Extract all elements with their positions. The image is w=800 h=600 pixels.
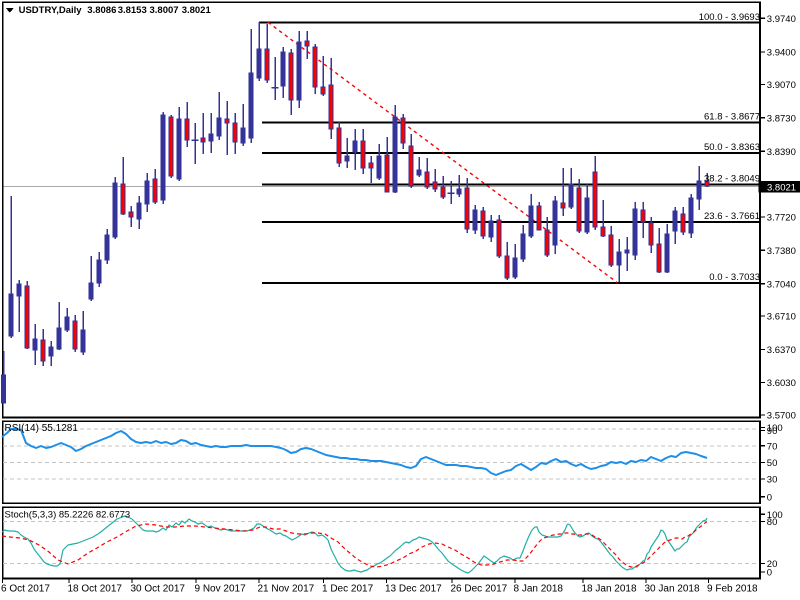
- svg-text:8 Jan 2018: 8 Jan 2018: [514, 584, 564, 595]
- svg-text:3.7720: 3.7720: [767, 213, 796, 224]
- svg-text:38.2 - 3.8049: 38.2 - 3.8049: [704, 174, 760, 185]
- svg-text:100: 100: [767, 510, 783, 521]
- svg-text:3.8390: 3.8390: [767, 147, 796, 158]
- svg-text:3.9740: 3.9740: [767, 14, 796, 25]
- svg-text:3.6710: 3.6710: [767, 312, 796, 323]
- svg-text:100: 100: [767, 423, 783, 434]
- svg-text:90: 90: [767, 426, 778, 437]
- svg-text:18 Oct 2017: 18 Oct 2017: [68, 584, 123, 595]
- svg-text:3.6030: 3.6030: [767, 378, 796, 389]
- svg-text:Stoch(5,3,3) 85.2226 82.6773: Stoch(5,3,3) 85.2226 82.6773: [5, 510, 131, 521]
- svg-text:3.8021: 3.8021: [182, 5, 212, 16]
- svg-text:80: 80: [767, 517, 778, 528]
- svg-text:3.6370: 3.6370: [767, 345, 796, 356]
- svg-text:RSI(14) 55.1281: RSI(14) 55.1281: [5, 423, 79, 434]
- svg-text:26 Dec 2017: 26 Dec 2017: [451, 584, 508, 595]
- svg-text:30 Jan 2018: 30 Jan 2018: [645, 584, 700, 595]
- svg-text:3.7040: 3.7040: [767, 279, 796, 290]
- svg-text:3.9400: 3.9400: [767, 48, 796, 59]
- svg-text:30 Oct 2017: 30 Oct 2017: [131, 584, 186, 595]
- svg-text:50.0 - 3.8363: 50.0 - 3.8363: [704, 142, 760, 153]
- svg-text:18 Jan 2018: 18 Jan 2018: [582, 584, 637, 595]
- svg-text:9 Nov 2017: 9 Nov 2017: [195, 584, 247, 595]
- svg-text:9 Feb 2018: 9 Feb 2018: [707, 584, 758, 595]
- svg-text:USDTRY,Daily: USDTRY,Daily: [19, 5, 83, 16]
- svg-text:30: 30: [767, 475, 778, 486]
- svg-text:3.8007: 3.8007: [150, 5, 179, 16]
- svg-text:23.6 - 3.7661: 23.6 - 3.7661: [704, 211, 760, 222]
- svg-text:3.7380: 3.7380: [767, 246, 796, 257]
- svg-text:3.8730: 3.8730: [767, 113, 796, 124]
- svg-text:3.8021: 3.8021: [767, 182, 796, 193]
- svg-text:0: 0: [767, 492, 772, 503]
- svg-text:0.0 - 3.7033: 0.0 - 3.7033: [709, 272, 760, 283]
- svg-text:70: 70: [767, 441, 778, 452]
- svg-text:3.9070: 3.9070: [767, 80, 796, 91]
- svg-text:13 Dec 2017: 13 Dec 2017: [385, 584, 442, 595]
- svg-text:21 Nov 2017: 21 Nov 2017: [258, 584, 315, 595]
- svg-text:3.8086: 3.8086: [87, 5, 116, 16]
- svg-text:50: 50: [767, 458, 778, 469]
- svg-text:0: 0: [767, 568, 772, 579]
- svg-text:6 Oct 2017: 6 Oct 2017: [1, 584, 50, 595]
- svg-text:3.5700: 3.5700: [767, 411, 796, 422]
- svg-text:20: 20: [767, 559, 778, 570]
- svg-text:3.8153: 3.8153: [118, 5, 147, 16]
- svg-text:61.8 - 3.8677: 61.8 - 3.8677: [704, 112, 760, 123]
- svg-text:100.0 - 3.9693: 100.0 - 3.9693: [699, 12, 760, 23]
- svg-text:1 Dec 2017: 1 Dec 2017: [322, 584, 374, 595]
